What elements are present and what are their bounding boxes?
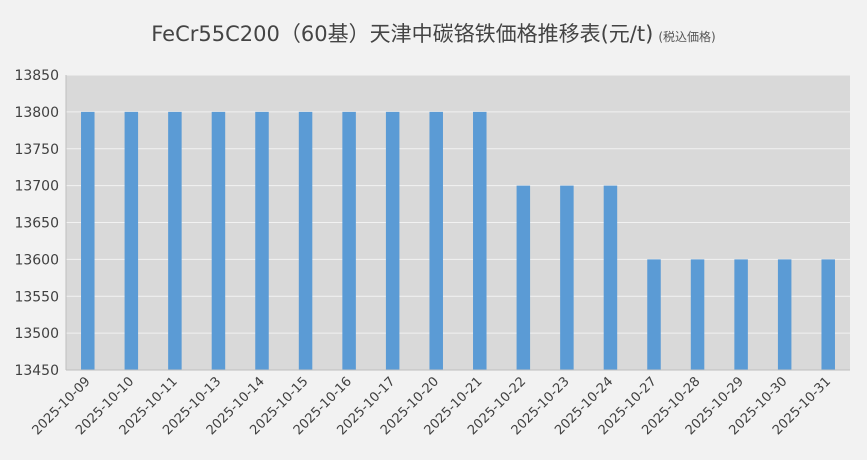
y-tick-label: 13550: [14, 289, 59, 305]
chart-subtitle: (税込価格): [658, 30, 716, 44]
bar: [168, 111, 182, 370]
bar: [560, 185, 574, 370]
bar: [342, 111, 356, 370]
bar: [647, 259, 661, 370]
bar: [734, 259, 748, 370]
bar: [473, 111, 487, 370]
bar: [429, 111, 443, 370]
chart-title-main: FeCr55C200（60基）天津中碳铬铁価格推移表(元/t): [151, 22, 654, 46]
bar: [385, 111, 400, 370]
y-tick-label: 13750: [14, 142, 59, 158]
y-tick-label: 13850: [14, 68, 59, 84]
bar: [81, 111, 95, 370]
bar: [298, 111, 313, 370]
bar: [255, 111, 269, 370]
bar: [516, 185, 531, 370]
y-tick-label: 13700: [14, 179, 59, 195]
bar: [690, 259, 705, 370]
y-tick-label: 13600: [14, 252, 59, 268]
y-tick-label: 13450: [14, 363, 59, 379]
bar: [211, 111, 226, 370]
chart-title: FeCr55C200（60基）天津中碳铬铁価格推移表(元/t) (税込価格): [0, 18, 867, 48]
bar: [821, 259, 835, 370]
bar: [124, 111, 139, 370]
bar: [777, 259, 792, 370]
bar: [603, 185, 618, 370]
y-tick-label: 13800: [14, 105, 59, 121]
y-tick-label: 13500: [14, 326, 59, 342]
y-tick-label: 13650: [14, 216, 59, 232]
